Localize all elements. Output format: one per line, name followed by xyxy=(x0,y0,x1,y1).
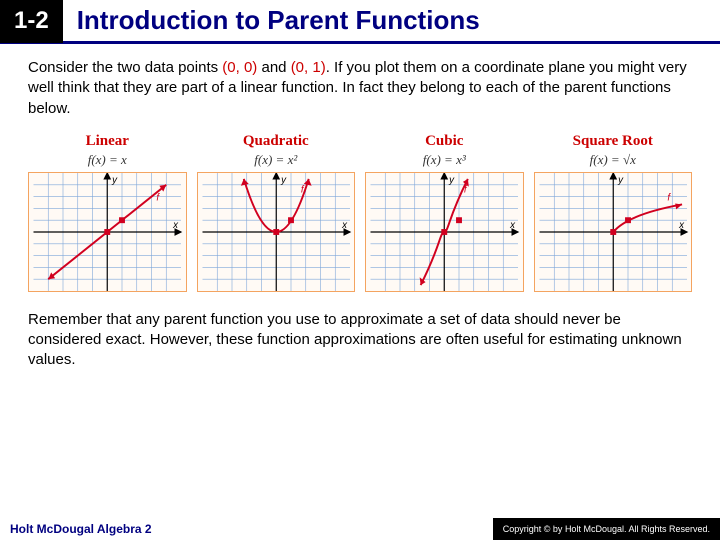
slide-title: Introduction to Parent Functions xyxy=(77,5,480,36)
data-point-1: (0, 0) xyxy=(222,59,257,76)
section-number-badge: 1-2 xyxy=(0,0,63,43)
svg-text:f: f xyxy=(667,192,671,203)
function-title: Linear xyxy=(28,133,187,150)
function-cubic: Cubic f(x) = x³ x y xyxy=(365,133,524,292)
graph-cubic: x y f xyxy=(365,172,524,292)
footer-book-title: Holt McDougal Algebra 2 xyxy=(0,522,152,536)
text-segment: Consider the two data points xyxy=(28,59,222,76)
svg-text:f: f xyxy=(464,184,468,195)
function-title: Quadratic xyxy=(197,133,356,150)
svg-text:f: f xyxy=(156,192,160,203)
function-equation: f(x) = x² xyxy=(197,152,356,168)
svg-text:x: x xyxy=(341,220,348,231)
svg-text:y: y xyxy=(617,175,624,186)
svg-text:y: y xyxy=(280,175,287,186)
intro-paragraph: Consider the two data points (0, 0) and … xyxy=(28,58,692,119)
function-title: Cubic xyxy=(365,133,524,150)
svg-text:x: x xyxy=(509,220,516,231)
slide-header: 1-2 Introduction to Parent Functions xyxy=(0,0,720,44)
slide-content: Consider the two data points (0, 0) and … xyxy=(0,44,720,371)
svg-text:y: y xyxy=(448,175,455,186)
function-linear: Linear f(x) = x x y xyxy=(28,133,187,292)
closing-paragraph: Remember that any parent function you us… xyxy=(28,310,692,371)
footer-copyright: Copyright © by Holt McDougal. All Rights… xyxy=(493,518,720,540)
svg-text:y: y xyxy=(111,175,118,186)
graph-linear: x y f xyxy=(28,172,187,292)
function-equation: f(x) = x³ xyxy=(365,152,524,168)
graph-square-root: x y f xyxy=(534,172,693,292)
data-point-2: (0, 1) xyxy=(291,59,326,76)
graph-quadratic: x y f xyxy=(197,172,356,292)
function-equation: f(x) = x xyxy=(28,152,187,168)
function-equation: f(x) = √x xyxy=(534,152,693,168)
text-segment: and xyxy=(257,59,290,76)
svg-text:x: x xyxy=(172,220,179,231)
function-quadratic: Quadratic f(x) = x² x y xyxy=(197,133,356,292)
function-square-root: Square Root f(x) = √x x y f xyxy=(534,133,693,292)
svg-text:x: x xyxy=(678,220,685,231)
slide-footer: Holt McDougal Algebra 2 Copyright © by H… xyxy=(0,518,720,540)
parent-functions-row: Linear f(x) = x x y xyxy=(28,133,692,292)
function-title: Square Root xyxy=(534,133,693,150)
